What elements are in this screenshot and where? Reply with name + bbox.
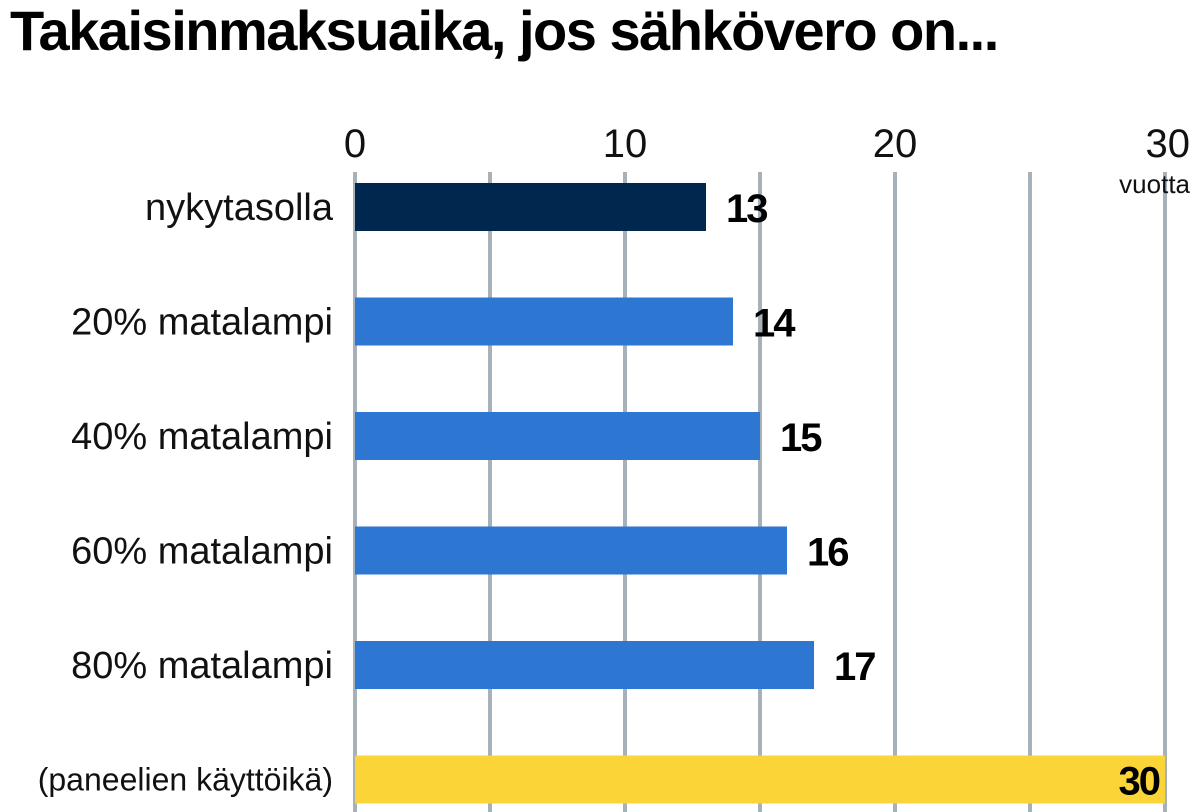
value-label: 14 <box>753 302 796 346</box>
bar-4 <box>355 641 814 689</box>
bar-5 <box>355 755 1165 804</box>
value-label: 13 <box>726 187 767 231</box>
category-label: 60% matalampi <box>71 531 333 573</box>
category-label: 80% matalampi <box>71 645 333 687</box>
x-tick-label: 20 <box>873 122 918 166</box>
value-label: 15 <box>780 416 822 460</box>
bar-0 <box>355 183 706 231</box>
category-label: nykytasolla <box>145 187 334 229</box>
bars <box>355 183 1165 804</box>
gridlines <box>353 172 1167 812</box>
bar-1 <box>355 297 733 346</box>
value-label: 17 <box>834 645 875 689</box>
category-label: 20% matalampi <box>71 302 333 344</box>
x-tick-label: 10 <box>603 122 648 166</box>
x-tick-label: 0 <box>344 122 366 166</box>
category-label: (paneelien käyttöikä) <box>38 762 333 798</box>
value-label: 30 <box>1119 760 1160 804</box>
bar-2 <box>355 412 760 460</box>
bar-3 <box>355 526 787 575</box>
labels: nykytasolla 13 20% matalampi 14 40% matalamp… <box>38 187 1162 804</box>
x-tick-label: 30 <box>1146 122 1191 166</box>
category-label: 40% matalampi <box>71 416 333 458</box>
chart-title: Takaisinmaksuaika, jos sähkövero on... <box>10 0 999 62</box>
x-unit-label: vuotta <box>1119 169 1190 199</box>
value-label: 16 <box>807 531 848 575</box>
